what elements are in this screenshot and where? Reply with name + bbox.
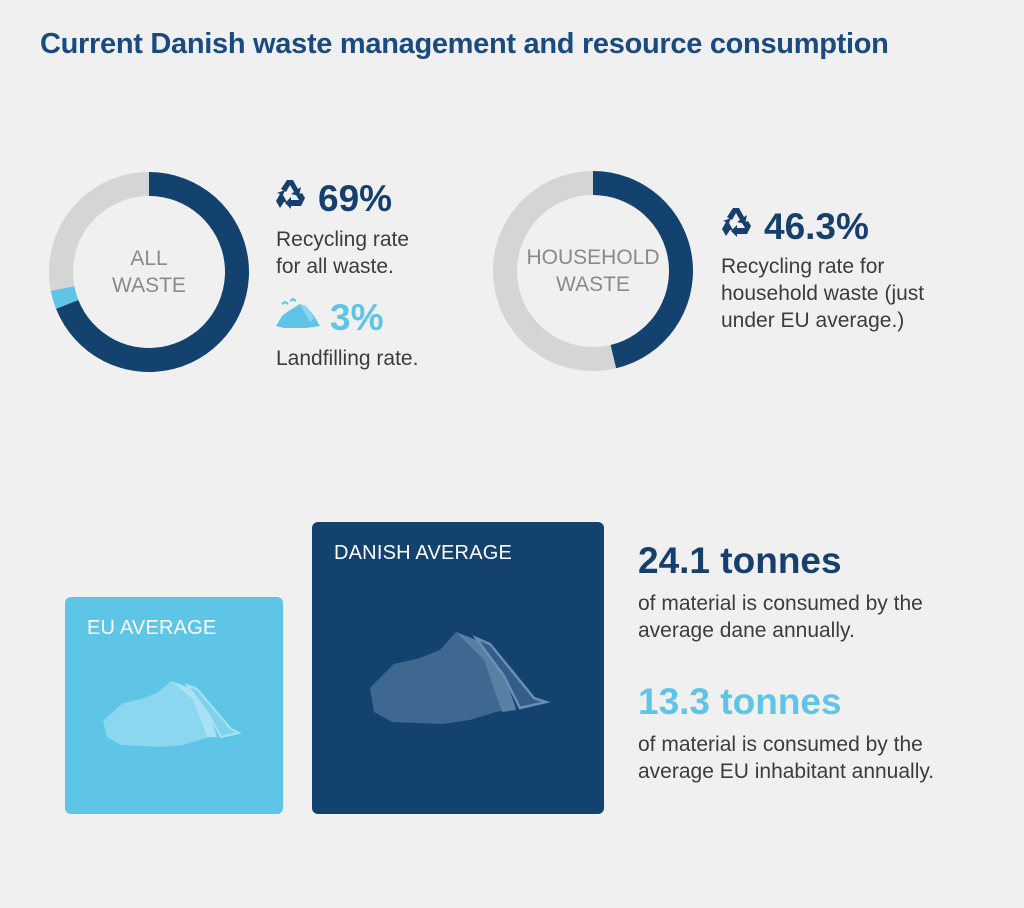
- recycle-icon: [274, 176, 310, 221]
- household-recycling-value: 46.3%: [764, 205, 869, 247]
- all-waste-landfill-text: Landfilling rate.: [276, 347, 419, 370]
- household-recycling-text-line1: Recycling rate for: [721, 255, 885, 278]
- household-waste-donut: HOUSEHOLD WASTE: [492, 170, 694, 372]
- all-waste-label-line2: WASTE: [112, 274, 186, 297]
- all-waste-recycling-text: Recycling rate for all waste.: [276, 226, 409, 280]
- all-waste-donut-label: ALL WASTE: [48, 171, 250, 373]
- eu-material-pile-icon: [103, 681, 242, 747]
- household-waste-donut-chart: [492, 171, 693, 371]
- danish-tonnes-text: of material is consumed by the average d…: [638, 590, 923, 644]
- danish-tonnes-text-line1: of material is consumed by the: [638, 592, 923, 615]
- household-recycling-text: Recycling rate for household waste (just…: [721, 253, 924, 334]
- household-recycling-stat: 46.3%: [720, 204, 869, 249]
- all-waste-recycling-text-line1: Recycling rate: [276, 228, 410, 251]
- household-waste-label-line2: WASTE: [556, 273, 630, 296]
- all-waste-recycling-value: 69%: [318, 177, 393, 219]
- all-waste-landfill-stat: 3%: [274, 296, 383, 339]
- household-waste-donut-label: HOUSEHOLD WASTE: [492, 170, 694, 372]
- household-waste-label-line1: HOUSEHOLD: [526, 246, 660, 269]
- eu-tonnes-text-line1: of material is consumed by the: [638, 733, 923, 756]
- all-waste-donut: ALL WASTE: [48, 171, 250, 373]
- recycle-icon: [720, 204, 756, 249]
- household-recycling-text-line2: household waste (just: [721, 282, 925, 305]
- eu-average-label: EU AVERAGE: [87, 617, 217, 639]
- eu-average-box: EU AVERAGE: [65, 597, 283, 814]
- donut-slice-other: [492, 171, 617, 371]
- donut-slice-other: [48, 172, 149, 291]
- danish-material-pile-icon: [370, 632, 551, 724]
- all-waste-landfill-value: 3%: [330, 296, 384, 338]
- danish-tonnes-text-line2: average dane annually.: [638, 619, 855, 642]
- danish-average-box: DANISH AVERAGE: [312, 522, 604, 814]
- danish-tonnes-value: 24.1 tonnes: [638, 540, 842, 581]
- eu-tonnes-text-line2: average EU inhabitant annually.: [638, 760, 935, 783]
- all-waste-recycling-text-line2: for all waste.: [276, 255, 394, 278]
- all-waste-recycling-stat: 69%: [274, 176, 392, 221]
- page-title: Current Danish waste management and reso…: [40, 28, 889, 60]
- eu-tonnes-text: of material is consumed by the average E…: [638, 731, 934, 785]
- landfill-icon: [274, 296, 322, 339]
- donut-slice-landfilling: [50, 286, 79, 309]
- all-waste-donut-chart: [48, 172, 249, 372]
- eu-tonnes-value: 13.3 tonnes: [638, 681, 842, 722]
- donut-slice-recycling: [593, 171, 693, 369]
- household-recycling-text-line3: under EU average.): [721, 309, 905, 332]
- danish-average-label: DANISH AVERAGE: [334, 542, 513, 564]
- all-waste-label-line1: ALL: [130, 247, 168, 270]
